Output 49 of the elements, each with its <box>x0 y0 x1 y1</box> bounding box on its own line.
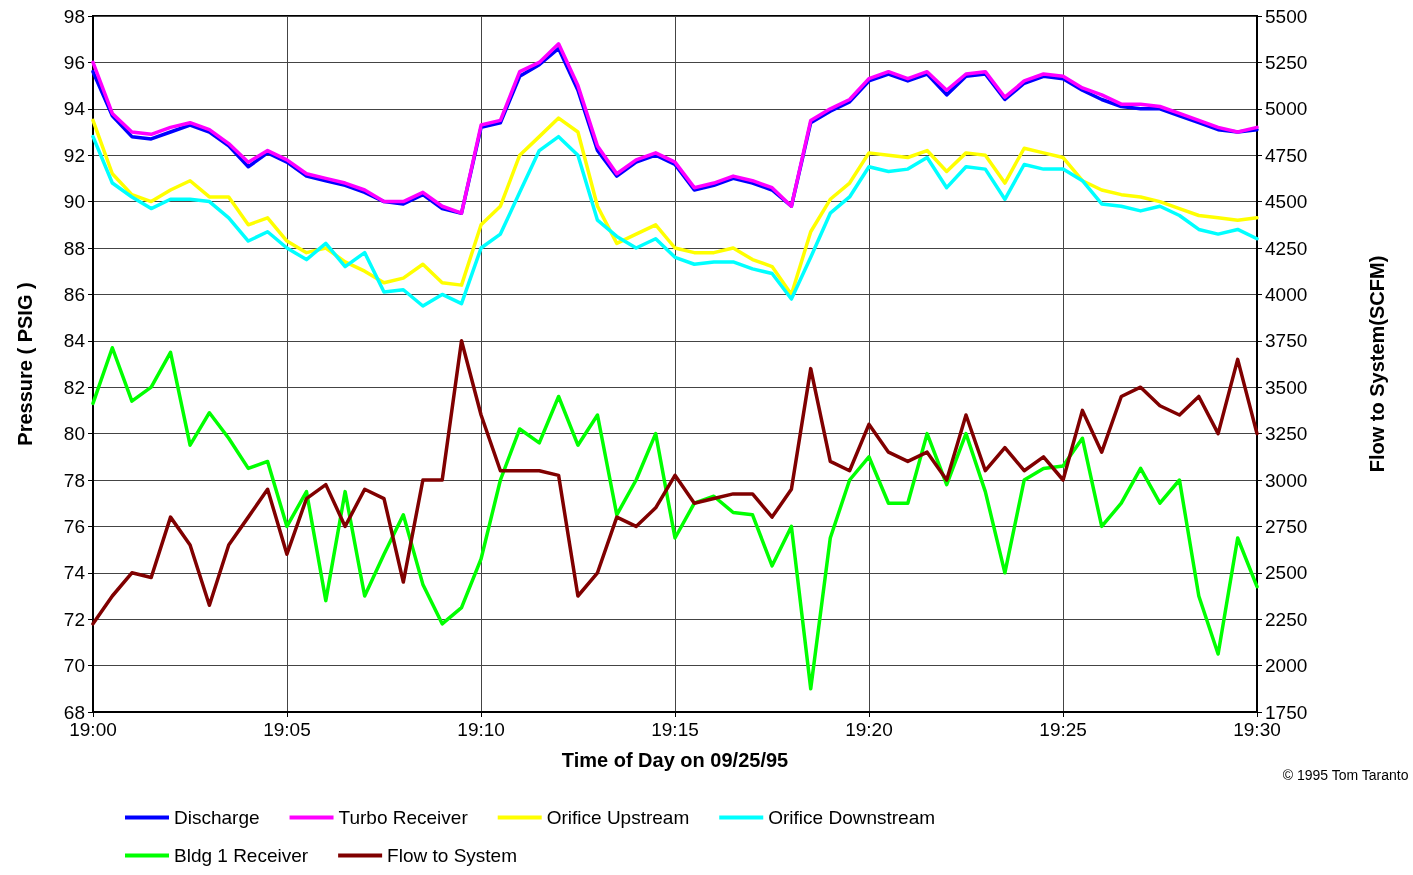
y-tick-label: 70 <box>63 655 85 677</box>
legend-label: Orifice Downstream <box>768 807 936 828</box>
y-tick-label: 90 <box>63 191 85 213</box>
legend-label: Bldg 1 Receiver <box>174 845 309 866</box>
y2-axis-title: Flow to System(SCFM) <box>1366 255 1388 473</box>
text: © 1995 Tom Taranto <box>1282 767 1409 783</box>
y-tick-label: 86 <box>63 283 85 305</box>
y2-tick-label: 3000 <box>1265 469 1308 491</box>
legend-label: Discharge <box>174 807 260 828</box>
line-series <box>91 116 1259 297</box>
y2-tick-label: 3250 <box>1265 423 1308 445</box>
y2-tick-label: 4500 <box>1265 191 1308 213</box>
y-tick-label: 78 <box>63 469 85 491</box>
line-series <box>91 346 1259 691</box>
y2-tick-label: 4750 <box>1265 144 1308 166</box>
y-tick-label: 74 <box>63 562 86 584</box>
x-axis-title: Time of Day on 09/25/95 <box>561 749 789 771</box>
y2-tick-label: 4250 <box>1265 237 1308 259</box>
y-tick-label: 84 <box>63 330 86 352</box>
legend-label: Flow to System <box>387 845 517 866</box>
y2-tick-label: 2000 <box>1265 655 1308 677</box>
y2-tick-label: 3500 <box>1265 376 1308 398</box>
y-tick-label: 88 <box>63 237 85 259</box>
legend-label: Turbo Receiver <box>338 807 469 828</box>
y2-tick-label: 5250 <box>1265 51 1308 73</box>
y-tick-label: 98 <box>63 5 85 27</box>
y-tick-label: 80 <box>63 423 85 445</box>
line-series <box>91 339 1259 626</box>
y2-tick-label: 3750 <box>1265 330 1308 352</box>
x-tick-label: 19:05 <box>263 719 311 740</box>
line-series <box>91 134 1259 308</box>
y2-tick-label: 2250 <box>1265 608 1308 630</box>
x-tick-label: 19:10 <box>457 719 505 740</box>
y2-tick-label: 2750 <box>1265 515 1308 537</box>
y-axis-title: Pressure ( PSIG ) <box>14 282 36 446</box>
x-tick-label: 19:20 <box>845 719 893 740</box>
y-tick-label: 92 <box>63 144 85 166</box>
y-tick-label: 96 <box>63 51 85 73</box>
y2-tick-label: 2500 <box>1265 562 1308 584</box>
y-tick-label: 72 <box>63 608 85 630</box>
x-tick-label: 19:15 <box>651 719 699 740</box>
y2-tick-label: 5500 <box>1265 5 1308 27</box>
y2-tick-label: 4000 <box>1265 283 1308 305</box>
y-tick-label: 76 <box>63 515 85 537</box>
x-tick-label: 19:25 <box>1039 719 1087 740</box>
legend-label: Orifice Upstream <box>546 807 690 828</box>
y2-tick-label: 5000 <box>1265 98 1308 120</box>
y-tick-label: 94 <box>63 98 86 120</box>
y-tick-label: 82 <box>63 376 85 398</box>
